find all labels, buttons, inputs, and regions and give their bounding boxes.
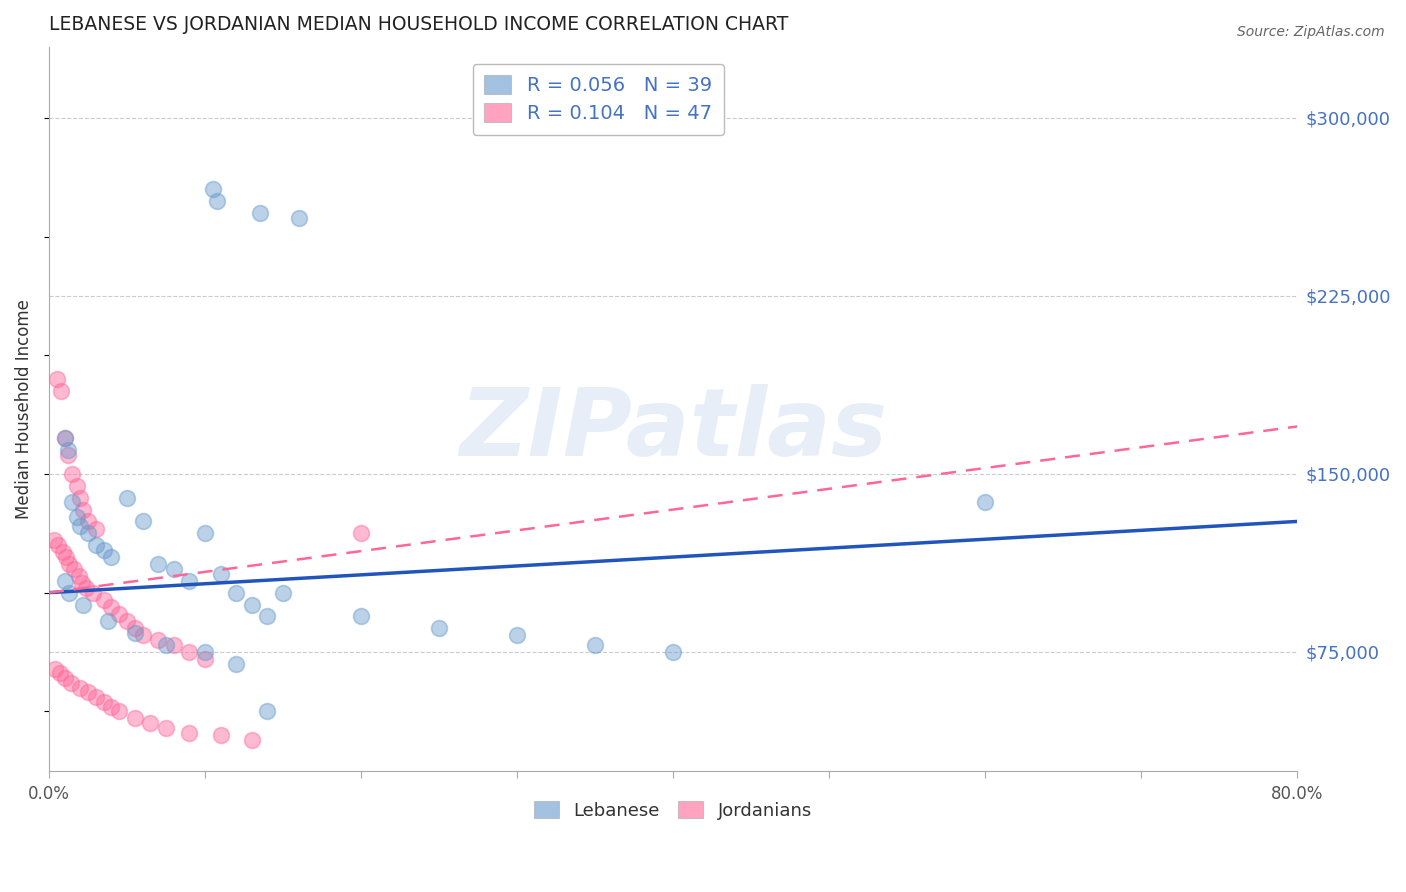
Point xyxy=(131,628,153,642)
Point xyxy=(93,592,115,607)
Point xyxy=(53,431,76,445)
Point xyxy=(67,569,90,583)
Point xyxy=(155,721,177,735)
Text: ZIPatlas: ZIPatlas xyxy=(458,384,887,476)
Point xyxy=(209,728,232,742)
Point xyxy=(69,681,91,695)
Text: Source: ZipAtlas.com: Source: ZipAtlas.com xyxy=(1237,25,1385,39)
Point xyxy=(100,549,122,564)
Point xyxy=(42,533,65,548)
Point xyxy=(49,666,72,681)
Point xyxy=(100,699,122,714)
Point xyxy=(60,495,83,509)
Text: LEBANESE VS JORDANIAN MEDIAN HOUSEHOLD INCOME CORRELATION CHART: LEBANESE VS JORDANIAN MEDIAN HOUSEHOLD I… xyxy=(49,15,789,34)
Point xyxy=(77,526,100,541)
Point xyxy=(194,652,217,666)
Point xyxy=(58,557,80,571)
Point xyxy=(75,581,97,595)
Point xyxy=(583,638,606,652)
Point xyxy=(124,621,146,635)
Point xyxy=(45,372,67,386)
Point xyxy=(240,732,263,747)
Point xyxy=(66,479,89,493)
Point xyxy=(179,725,201,739)
Point xyxy=(56,448,79,462)
Point xyxy=(209,566,232,581)
Point xyxy=(84,522,107,536)
Point xyxy=(194,526,217,541)
Point xyxy=(52,545,75,559)
Point xyxy=(124,711,146,725)
Point xyxy=(108,704,131,718)
Point xyxy=(66,509,89,524)
Point xyxy=(662,645,685,659)
Point xyxy=(59,676,82,690)
Point xyxy=(194,645,217,659)
Point xyxy=(240,598,263,612)
Point xyxy=(77,685,100,699)
Point xyxy=(225,657,247,671)
Point xyxy=(225,585,247,599)
Point xyxy=(163,562,186,576)
Point xyxy=(148,633,170,648)
Point xyxy=(139,716,162,731)
Point xyxy=(44,662,66,676)
Point xyxy=(72,502,94,516)
Point xyxy=(124,626,146,640)
Point xyxy=(179,574,201,588)
Point xyxy=(82,585,104,599)
Point xyxy=(60,467,83,481)
Point xyxy=(163,638,186,652)
Point xyxy=(93,543,115,558)
Point xyxy=(271,585,294,599)
Point xyxy=(506,628,529,642)
Point xyxy=(115,614,138,628)
Point xyxy=(207,194,229,208)
Point xyxy=(70,576,93,591)
Point xyxy=(53,431,76,445)
Point xyxy=(51,384,73,398)
Point xyxy=(115,491,138,505)
Point xyxy=(84,690,107,705)
Point xyxy=(100,599,122,614)
Y-axis label: Median Household Income: Median Household Income xyxy=(15,299,32,518)
Point xyxy=(249,206,271,220)
Point xyxy=(108,607,131,621)
Point xyxy=(148,557,170,571)
Point xyxy=(53,671,76,685)
Point xyxy=(256,704,278,718)
Point xyxy=(55,549,77,564)
Point xyxy=(350,609,373,624)
Point xyxy=(201,182,224,196)
Point xyxy=(97,614,120,628)
Point xyxy=(72,598,94,612)
Point xyxy=(84,538,107,552)
Point xyxy=(58,585,80,599)
Point xyxy=(179,645,201,659)
Point xyxy=(427,621,450,635)
Point xyxy=(56,443,79,458)
Point xyxy=(69,491,91,505)
Point xyxy=(77,515,100,529)
Point xyxy=(287,211,309,225)
Point xyxy=(53,574,76,588)
Point xyxy=(256,609,278,624)
Point xyxy=(69,519,91,533)
Point xyxy=(131,515,153,529)
Point xyxy=(155,638,177,652)
Point xyxy=(93,695,115,709)
Legend: Lebanese, Jordanians: Lebanese, Jordanians xyxy=(527,794,820,827)
Point xyxy=(46,538,69,552)
Point xyxy=(974,495,997,509)
Point xyxy=(350,526,373,541)
Point xyxy=(63,562,86,576)
